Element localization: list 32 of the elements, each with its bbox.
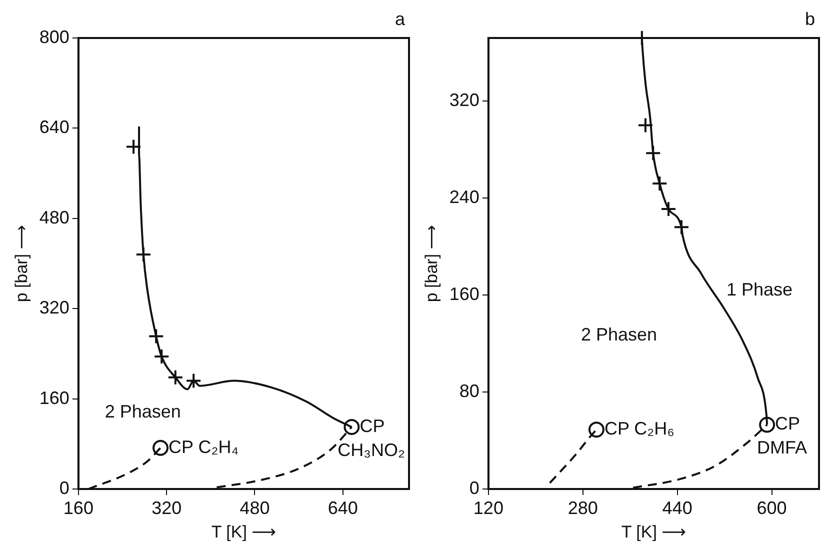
y-axis-title: p [bar] ⟶ — [422, 224, 441, 302]
y-tick-label: 800 — [39, 26, 70, 47]
text: a — [394, 8, 406, 29]
x-tick-label: 480 — [240, 498, 270, 518]
x-tick-label: 640 — [328, 498, 358, 518]
y-tick-label: 480 — [39, 207, 70, 228]
annotation: 1 Phase — [726, 280, 793, 300]
y-tick-label: 80 — [459, 380, 480, 401]
y-tick-label: 160 — [449, 284, 480, 304]
y-tick-label: 0 — [59, 478, 70, 498]
annotation: 2 Phasen — [580, 324, 658, 345]
y-tick-label: 240 — [449, 187, 480, 207]
x-tick-label: 120 — [473, 498, 504, 518]
x-tick-label: 280 — [568, 498, 598, 518]
x-tick-label: 160 — [63, 498, 94, 518]
x-axis-title: T [K] ⟶ — [211, 522, 276, 542]
x-tick-label: 600 — [756, 498, 787, 518]
y-tick-label: 0 — [469, 478, 480, 498]
y-tick-label: 320 — [39, 298, 70, 318]
x-axis-title: T [K] ⟶ — [621, 522, 686, 542]
y-tick-label: 640 — [39, 117, 70, 138]
text: b — [804, 8, 815, 29]
annotation: CP DMFA — [757, 414, 808, 458]
annotation: CP C₂H₆ — [604, 418, 674, 439]
x-tick-label: 440 — [662, 498, 692, 518]
x-tick-label: 320 — [152, 498, 182, 518]
y-tick-label: 160 — [39, 388, 70, 408]
annotation: 2 Phasen — [104, 401, 181, 422]
annotation: CP C₂H₄ — [168, 436, 239, 457]
y-axis-title: p [bar] ⟶ — [12, 224, 31, 302]
y-tick-label: 320 — [449, 90, 480, 110]
annotation: CP CH₃NO₂ — [338, 416, 406, 460]
